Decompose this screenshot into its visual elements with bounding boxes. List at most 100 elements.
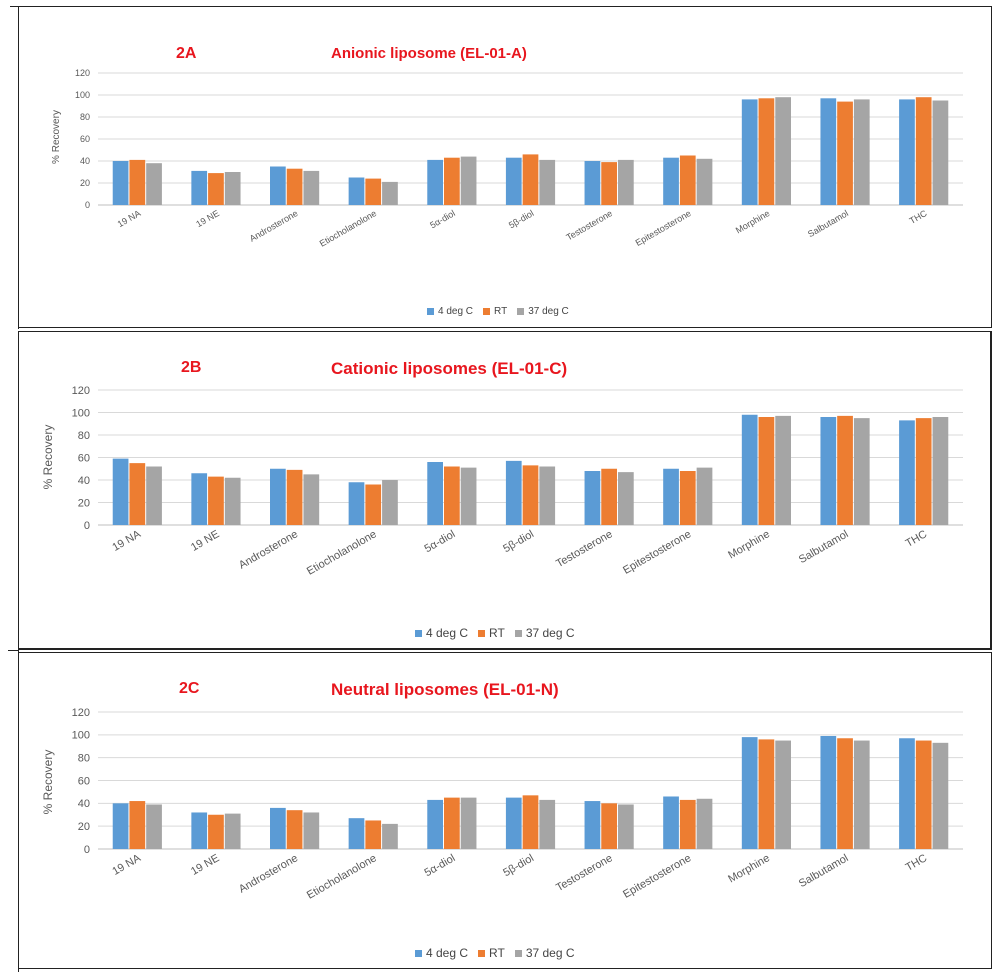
bar <box>663 157 679 205</box>
y-tick-label: 0 <box>84 520 90 532</box>
legend-swatch <box>478 949 486 957</box>
legend-label: 37 deg C <box>525 626 575 640</box>
bar <box>129 801 146 849</box>
x-tick-label: THC <box>908 208 929 226</box>
x-tick-label: Androsterone <box>248 208 300 244</box>
chart-title: Neutral liposomes (EL-01-N) <box>331 680 559 699</box>
bar <box>696 158 713 205</box>
y-tick-label: 120 <box>72 707 90 719</box>
bar <box>775 415 791 525</box>
x-tick-label: Salbutamol <box>797 852 851 890</box>
bar <box>505 157 522 205</box>
bar <box>618 159 634 205</box>
bar <box>618 472 634 525</box>
legend-item: 37 deg C <box>517 306 569 317</box>
bar <box>146 163 162 205</box>
legend-label: RT <box>494 306 508 317</box>
y-tick-label: 120 <box>72 385 90 397</box>
bar-chart: 0 20 40 60 80 100 120 % Recovery 19 NA 19 NE Andro… <box>41 385 963 578</box>
legend-label: 37 deg C <box>528 306 569 317</box>
chart-legend: 4 deg C RT 37 deg C <box>415 626 585 640</box>
bar <box>382 480 398 525</box>
chart-legend: 4 deg C RT 37 deg C <box>427 306 579 317</box>
bar <box>584 161 601 205</box>
bar <box>758 98 775 205</box>
bar <box>584 801 601 849</box>
bar <box>112 458 129 525</box>
legend-swatch <box>517 308 525 315</box>
bar <box>853 99 870 205</box>
bar <box>505 460 522 525</box>
y-tick-label: 60 <box>78 452 90 464</box>
x-tick-label: Salbutamol <box>797 528 851 566</box>
x-tick-label: THC <box>904 528 930 550</box>
bar <box>270 468 286 525</box>
y-tick-label: 60 <box>78 775 90 787</box>
bar <box>208 476 224 525</box>
bar <box>303 170 320 205</box>
x-tick-label: 19 NE <box>189 852 221 878</box>
x-tick-label: 5β-diol <box>507 208 536 230</box>
panel-label: 2C <box>179 680 200 697</box>
bar <box>837 415 853 525</box>
bar <box>820 735 837 849</box>
x-tick-label: Testosterone <box>554 528 615 570</box>
bar <box>741 737 758 849</box>
bar <box>286 810 303 849</box>
bar <box>601 162 617 205</box>
legend-item: 4 deg C <box>415 626 468 640</box>
bar <box>741 414 758 525</box>
legend-item: RT <box>483 306 507 317</box>
bar <box>915 740 932 849</box>
x-tick-label: Etiocholanolone <box>305 528 379 578</box>
bar <box>112 803 129 849</box>
x-tick-label: Androsterone <box>237 852 300 895</box>
bar <box>932 417 949 525</box>
bar <box>696 467 713 525</box>
bar <box>618 804 634 849</box>
y-axis-label: % Recovery <box>51 110 62 164</box>
bar <box>303 474 320 525</box>
bar <box>460 467 477 525</box>
legend-swatch <box>514 949 522 957</box>
x-tick-label: Etiocholanolone <box>318 208 378 249</box>
chart-legend: 4 deg C RT 37 deg C <box>415 946 585 960</box>
bar <box>584 471 601 525</box>
bar <box>899 420 915 525</box>
legend-swatch <box>427 308 434 315</box>
y-axis-label: % Recovery <box>41 425 55 490</box>
bar <box>382 823 398 849</box>
x-tick-label: Testosterone <box>554 852 615 894</box>
bar <box>224 477 241 525</box>
chart-title: Cationic liposomes (EL-01-C) <box>331 359 568 378</box>
bar <box>146 804 162 849</box>
chart-panel-2b: 2B Cationic liposomes (EL-01-C) 0 20 40 60 8… <box>18 331 992 650</box>
x-tick-label: 19 NA <box>110 852 143 878</box>
legend-item: 4 deg C <box>415 946 468 960</box>
bar <box>129 463 146 525</box>
x-tick-label: 5α-diol <box>423 528 458 555</box>
legend-item: 4 deg C <box>427 306 473 317</box>
bar <box>146 466 162 525</box>
bar <box>348 177 365 205</box>
bar-chart: 0 20 40 60 80 100 120 % Recovery 19 NA 19 NE Andro… <box>41 707 963 902</box>
y-tick-label: 100 <box>72 730 90 742</box>
bar <box>365 484 382 525</box>
legend-swatch <box>478 629 486 637</box>
x-tick-label: Androsterone <box>237 528 300 571</box>
bar <box>460 156 477 205</box>
bar <box>444 797 460 849</box>
x-tick-label: Epitestosterone <box>621 528 693 577</box>
bar <box>915 418 932 525</box>
bar <box>775 740 791 849</box>
y-axis-label: % Recovery <box>41 750 55 815</box>
bar <box>899 99 915 205</box>
chart-panel-2a: 2A Anionic liposome (EL-01-A) 0 20 40 60 80 1… <box>18 6 992 328</box>
bar <box>837 101 853 205</box>
bar <box>382 181 398 205</box>
bar <box>601 468 617 525</box>
bar <box>427 159 443 205</box>
x-tick-label: 5β-diol <box>501 528 536 555</box>
bar <box>696 798 713 849</box>
legend-label: 37 deg C <box>525 946 575 960</box>
